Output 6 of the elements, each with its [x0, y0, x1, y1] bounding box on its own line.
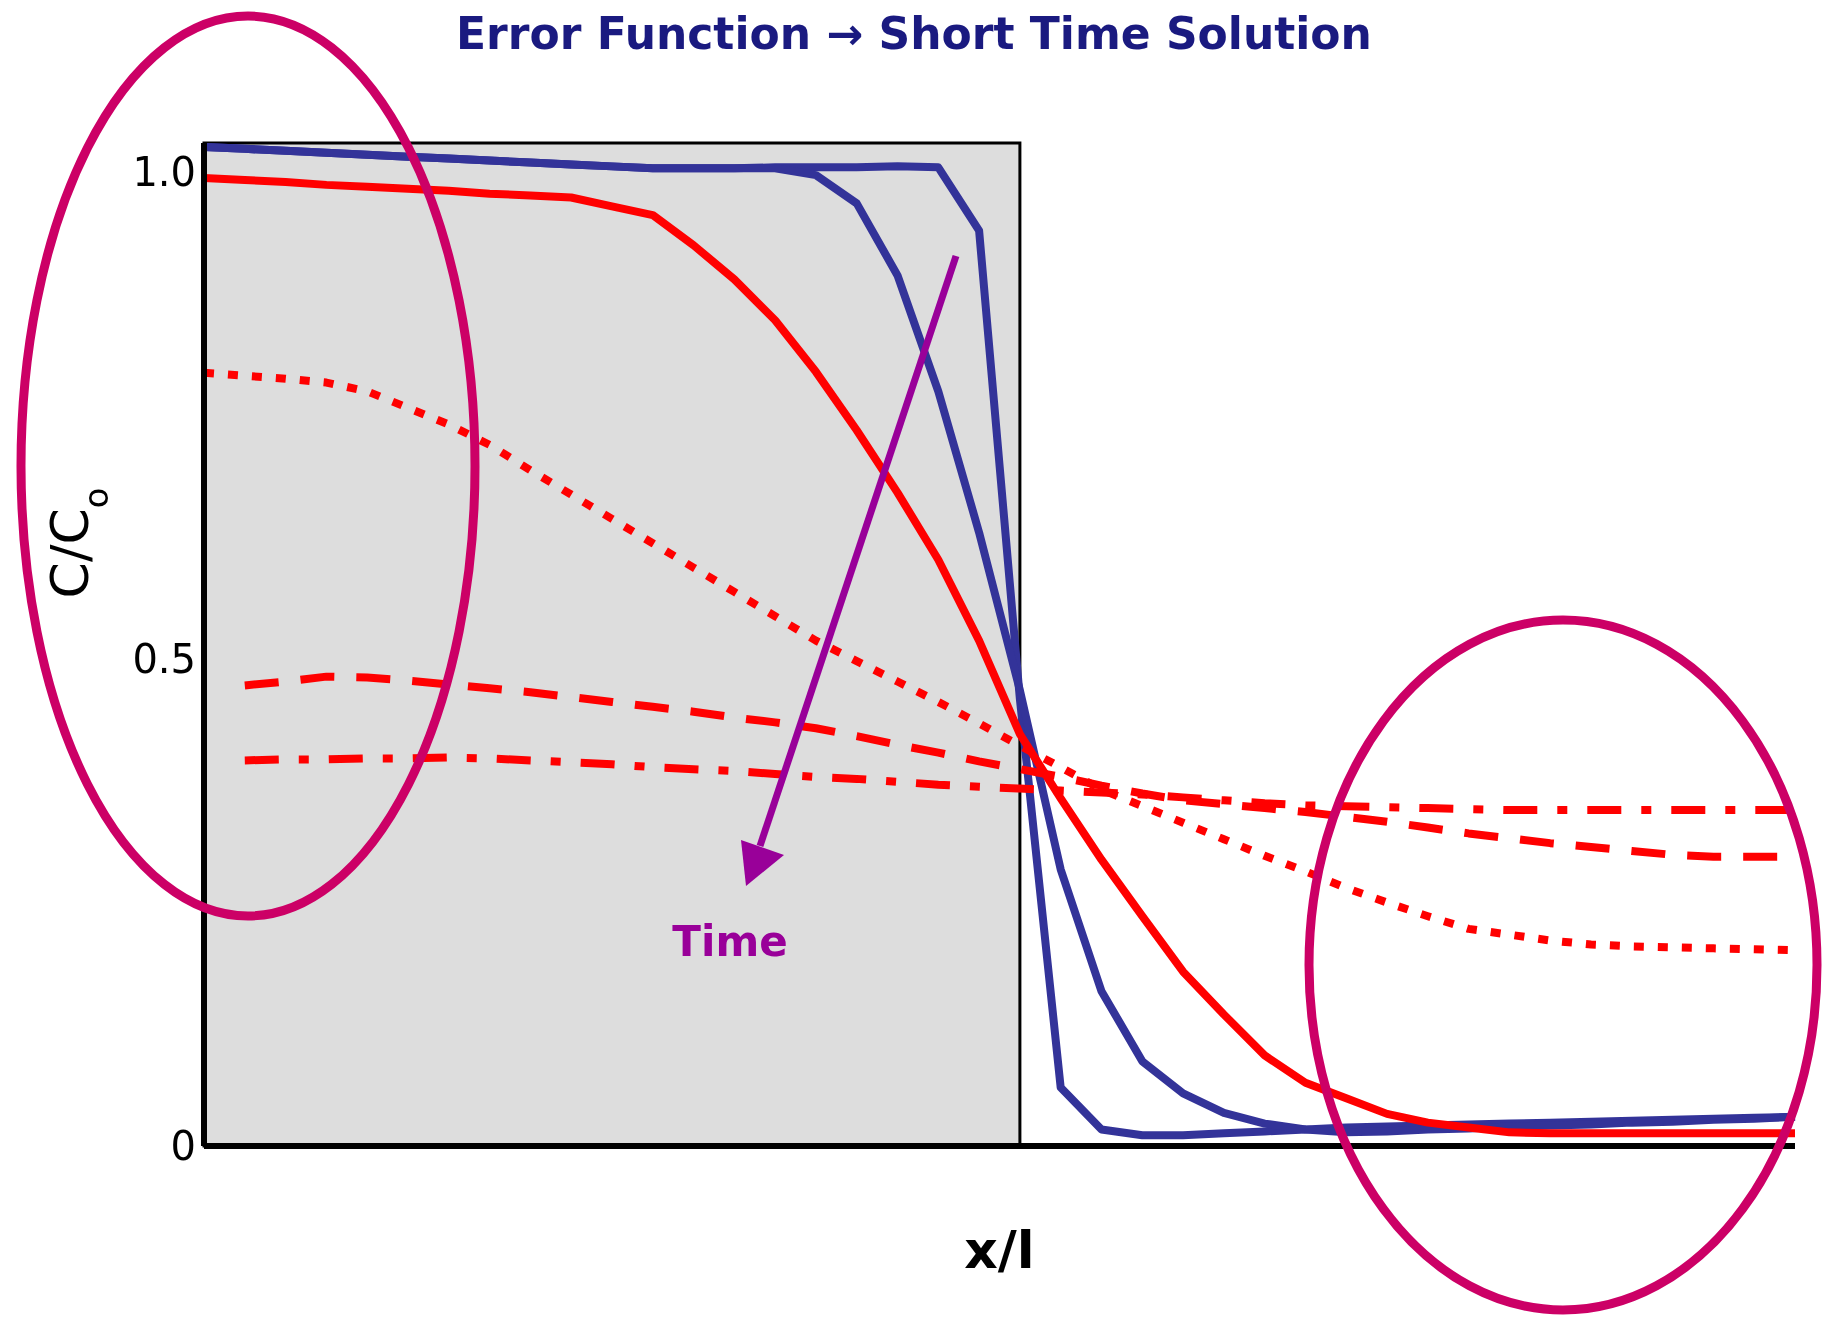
x-axis-title: x/l: [964, 1220, 1035, 1280]
y-tick-label: 0: [170, 1123, 196, 1170]
y-tick-label: 0.5: [132, 636, 196, 683]
annotation: Time: [672, 917, 788, 966]
chart-title: Error Function → Short Time Solution: [455, 8, 1373, 59]
y-tick-label: 1.0: [132, 149, 196, 196]
